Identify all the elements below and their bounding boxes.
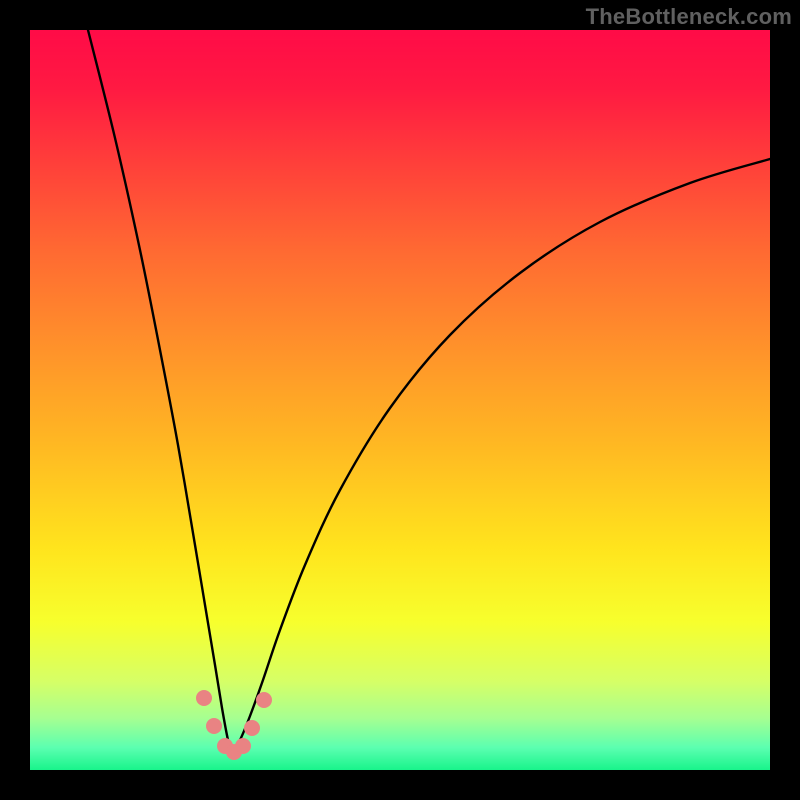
sweet-spot-dot: [256, 692, 272, 708]
sweet-spot-dot: [206, 718, 222, 734]
plot-background: [30, 30, 770, 770]
sweet-spot-dot: [196, 690, 212, 706]
sweet-spot-dot: [244, 720, 260, 736]
watermark-text: TheBottleneck.com: [586, 4, 792, 30]
stage: TheBottleneck.com: [0, 0, 800, 800]
sweet-spot-dot: [235, 738, 251, 754]
chart-svg: [0, 0, 800, 800]
